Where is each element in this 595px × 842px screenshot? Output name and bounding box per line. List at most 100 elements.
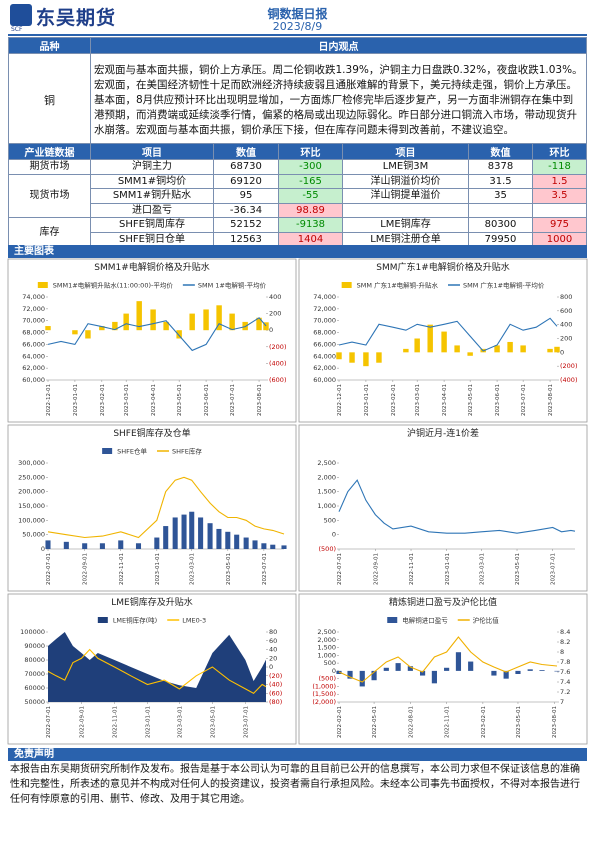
group-cell: 期货市场 [8, 159, 91, 175]
y-tick-label: 40 [269, 646, 277, 654]
y-tick-label: 1,000 [317, 502, 336, 510]
logo-text: 东吴期货 [36, 7, 117, 29]
y-tick-label: 800 [560, 293, 572, 301]
bar [347, 670, 353, 679]
view-header: 品种 日内观点 [8, 37, 587, 54]
chart-panel: 精炼铜进口盈亏及沪伦比值 (2,000)(1,500)(1,000)(500)05… [298, 593, 588, 745]
y-tick-label: (20) [269, 672, 282, 680]
bar [395, 663, 401, 671]
report-title: 铜数据日报 [267, 7, 328, 21]
x-tick-label: 2022-09-01 [80, 706, 86, 738]
panel-border [298, 424, 588, 592]
item-cell: 进口盈亏 [90, 202, 214, 218]
bar [256, 317, 262, 331]
y-tick-label: 0 [269, 663, 273, 671]
legend: SHFE仓单 SHFE库存 [102, 447, 202, 456]
panel-border [298, 593, 588, 745]
y-tick-label: (500) [319, 675, 336, 683]
value-cell [468, 202, 533, 218]
x-tick-label: 2023-07-01 [230, 384, 236, 416]
y-tick-label: 74,000 [22, 293, 45, 301]
disclaimer-text: 本报告由东吴期货研究所制作及发布。报告是基于本公司认为可靠的且目前已公开的信息撰… [10, 764, 580, 805]
header-cell: 环比 [278, 143, 343, 160]
bar [123, 313, 129, 331]
bar [441, 331, 447, 353]
bar [85, 330, 91, 339]
y-tick-label: 0 [332, 531, 336, 539]
value-cell: 35 [468, 188, 533, 204]
y-tick-label: (1,500) [312, 690, 336, 698]
legend: LME铜库存(吨) LME0-3 [97, 616, 206, 625]
chart-title: SMM广东1#电解铜价格及升贴水 [376, 261, 510, 273]
x-tick-label: 2022-11-01 [113, 706, 119, 738]
legend-label: SMM1#电解铜升贴水(11:00:00)-平均价 [53, 281, 174, 290]
bar [82, 543, 88, 549]
x-tick-label: 2023-02-01 [391, 384, 397, 416]
y-tick-label: 66,000 [22, 340, 45, 348]
x-tick-label: 2023-04-01 [442, 384, 448, 416]
bar [45, 540, 51, 549]
bar [427, 324, 433, 353]
y-tick-label: 1,000 [317, 651, 336, 659]
y-tick-label: 200 [560, 335, 572, 343]
item-cell: 洋山铜溢价均价 [342, 173, 469, 189]
bar [154, 537, 160, 549]
y-tick-label: 66,000 [313, 340, 336, 348]
charts: SMM1#电解铜价格及升贴水 60,000 62,000 64,000 66,000 68… [7, 258, 588, 745]
change-cell: 1.5 [532, 173, 587, 189]
y-tick-label: 70000 [24, 670, 45, 678]
bar [203, 309, 209, 331]
legend-swatch [97, 617, 108, 623]
bar [72, 330, 78, 335]
x-tick-label: 2023-02-01 [100, 384, 106, 416]
y-tick-label: 80 [269, 628, 277, 636]
change-cell: 3.5 [532, 188, 587, 204]
x-tick-label: 2022-09-01 [373, 553, 379, 585]
value-cell: 69120 [213, 173, 279, 189]
line [47, 317, 267, 352]
y-tick-label: 200 [269, 310, 281, 318]
line [47, 648, 267, 694]
x-tick-label: 2023-01-01 [364, 384, 370, 416]
bar [135, 543, 142, 549]
legend-label: 电解铜进口盈亏 [402, 616, 448, 625]
header-cell: 数值 [213, 143, 279, 160]
bar [189, 511, 195, 549]
header-cell: 项目 [90, 143, 214, 160]
y-tick-label: 60,000 [313, 376, 336, 384]
table-row: 进口盈亏 -36.34 98.89 [9, 202, 587, 218]
y-tick-label: 2,000 [317, 473, 336, 481]
y-tick-label: 50,000 [22, 531, 45, 539]
table-header: 产业链数据 项目 数值 环比 项目 数值 环比 [8, 143, 587, 160]
x-tick-label: 2022-09-01 [83, 553, 89, 585]
bar [467, 352, 473, 356]
y-tick-label: 0 [332, 667, 336, 675]
x-tick-label: 2022-07-01 [337, 553, 343, 585]
x-tick-label: 2023-01-01 [445, 553, 451, 585]
change-cell: -118 [532, 159, 587, 175]
y-tick-label: 64,000 [22, 352, 45, 360]
area [48, 632, 266, 702]
bar [554, 670, 560, 672]
y-tick-label: 7.2 [560, 688, 570, 696]
x-tick-label: 2023-01-01 [146, 706, 152, 738]
value-cell: 95 [213, 188, 279, 204]
bar [252, 540, 258, 549]
chart-panel: SHFE铜库存及仓单 0 50,000 100,000 150,000 200,000 25… [7, 424, 297, 592]
bar [515, 670, 521, 674]
item-cell: 洋山铜提单溢价 [342, 188, 469, 204]
y-tick-label: (400) [269, 359, 286, 367]
bar [189, 313, 195, 331]
legend: SMM 广东1#电解铜-升贴水 SMM 广东1#电解铜-平均价 [341, 281, 545, 290]
x-tick-label: 2023-07-01 [551, 553, 557, 585]
bar [371, 670, 377, 681]
y-tick-label: (40) [269, 681, 282, 689]
bar [281, 545, 287, 549]
x-tick-label: 2023-03-01 [479, 553, 485, 585]
y-tick-label: 20 [269, 654, 277, 662]
y-tick-label: 2,500 [317, 628, 336, 636]
panel-border [7, 258, 297, 423]
x-tick-label: 2023-03-01 [190, 553, 196, 585]
bar [270, 544, 276, 549]
